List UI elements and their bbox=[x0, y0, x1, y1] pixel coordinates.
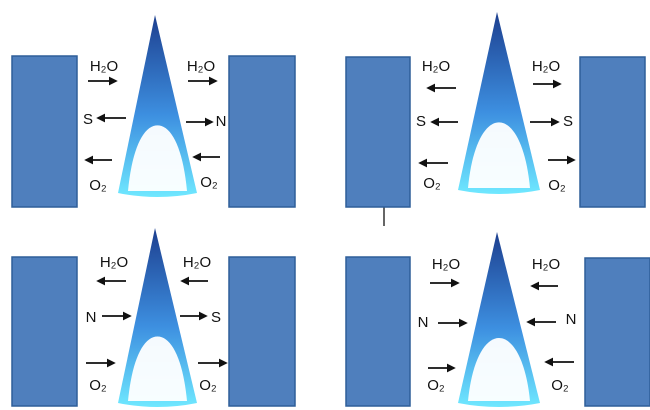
species-label: S bbox=[83, 111, 93, 128]
flame-core bbox=[128, 125, 187, 191]
species-label: O₂ bbox=[548, 177, 566, 194]
species-label: H₂O bbox=[183, 254, 211, 271]
electrode-block bbox=[228, 55, 296, 208]
species-label: O₂ bbox=[427, 377, 445, 394]
flame-core bbox=[128, 336, 187, 401]
species-label: N bbox=[86, 309, 97, 326]
species-label: H₂O bbox=[532, 256, 560, 273]
species-label: O₂ bbox=[551, 377, 569, 394]
species-label: H₂O bbox=[187, 58, 215, 75]
flame-core bbox=[468, 338, 530, 401]
species-label: O₂ bbox=[199, 377, 217, 394]
electrode-block bbox=[345, 256, 411, 407]
species-label: H₂O bbox=[90, 58, 118, 75]
species-label: S bbox=[211, 309, 221, 326]
species-label: O₂ bbox=[200, 174, 218, 191]
electrode-block bbox=[584, 257, 650, 407]
electrode-block bbox=[579, 56, 646, 208]
electrode-block bbox=[228, 256, 296, 407]
electrode-block bbox=[11, 256, 78, 407]
species-label: O₂ bbox=[89, 377, 107, 394]
species-label: N bbox=[216, 113, 227, 130]
species-label: O₂ bbox=[89, 177, 107, 194]
species-label: H₂O bbox=[100, 254, 128, 271]
species-label: N bbox=[566, 311, 577, 328]
species-label: H₂O bbox=[432, 256, 460, 273]
species-label: S bbox=[563, 113, 573, 130]
flame-core bbox=[468, 122, 530, 188]
species-label: S bbox=[416, 113, 426, 130]
species-label: N bbox=[418, 314, 429, 331]
species-label: H₂O bbox=[422, 58, 450, 75]
species-label: H₂O bbox=[532, 58, 560, 75]
species-label: O₂ bbox=[423, 175, 441, 192]
electrode-block bbox=[345, 56, 411, 208]
electrode-block bbox=[11, 55, 78, 208]
